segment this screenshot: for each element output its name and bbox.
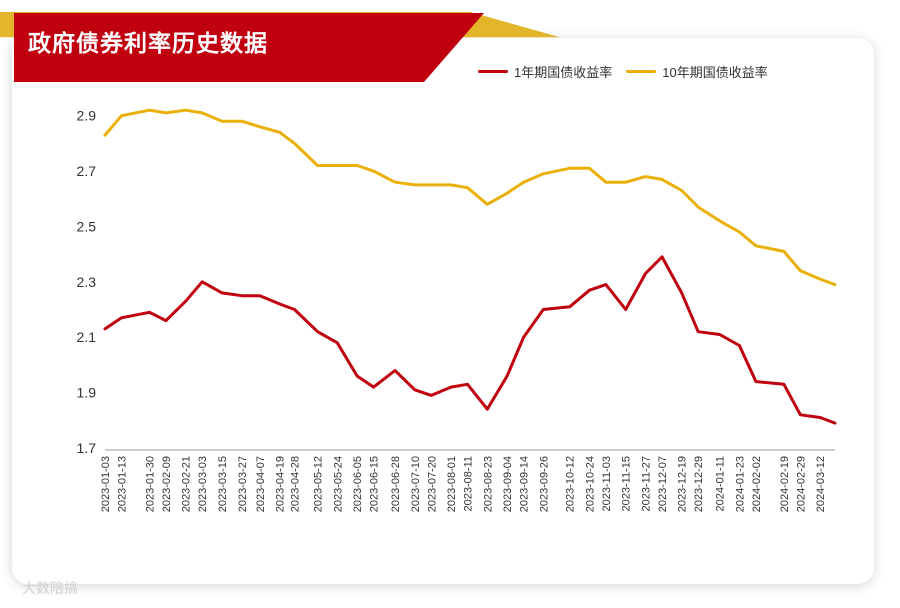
x-tick-label-12: 2023-05-24 [332,456,344,512]
x-tick-label-17: 2023-07-20 [426,456,438,512]
chart-title: 政府债券利率历史数据 [28,30,268,56]
x-tick-label-33: 2024-01-23 [734,456,746,512]
y-tick-label-4: 2.5 [77,218,97,234]
legend-label-1y: 1年期国债收益率 [514,65,613,80]
x-tick-label-21: 2023-09-04 [502,456,514,512]
x-tick-label-11: 2023-05-12 [313,456,325,512]
x-tick-label-1: 2023-01-13 [116,456,128,512]
x-tick-label-26: 2023-11-03 [601,456,613,511]
x-tick-label-8: 2023-04-07 [255,456,267,512]
x-tick-label-3: 2023-02-09 [161,456,173,512]
series-line-10y [103,108,837,287]
x-tick-label-34: 2024-02-02 [751,456,763,512]
x-tick-label-20: 2023-08-23 [482,456,494,512]
x-tick-label-0: 2023-01-03 [100,456,112,512]
x-tick-label-28: 2023-11-27 [640,456,652,511]
y-tick-label-2: 2.1 [77,329,97,345]
x-tick-label-24: 2023-10-12 [565,456,577,512]
x-tick-label-10: 2023-04-28 [290,456,302,512]
legend-item-10y: 10年期国债收益率 [626,62,768,81]
y-tick-label-6: 2.9 [77,108,97,124]
x-tick-label-14: 2023-06-15 [369,456,381,512]
x-tick-label-19: 2023-08-11 [463,456,475,511]
legend: 1年期国债收益率 10年期国债收益率 [478,62,768,81]
x-tick-label-4: 2023-02-21 [181,456,193,512]
watermark: 大数陪搞 [22,580,78,596]
legend-label-10y: 10年期国债收益率 [662,65,768,80]
x-tick-label-18: 2023-08-01 [446,456,458,512]
x-tick-label-2: 2023-01-30 [144,456,156,512]
x-tick-label-32: 2024-01-11 [715,456,727,511]
x-tick-label-22: 2023-09-14 [519,456,531,512]
series-line-1y [103,255,837,425]
x-tick-label-35: 2024-02-19 [779,456,791,512]
x-tick-label-23: 2023-09-26 [538,456,550,512]
legend-swatch-1y [478,70,508,73]
title-banner [14,13,484,82]
x-tick-label-29: 2023-12-07 [657,456,669,512]
x-tick-label-16: 2023-07-10 [410,456,422,512]
x-tick-label-27: 2023-11-15 [621,456,633,511]
y-tick-label-1: 1.9 [77,385,97,401]
x-tick-label-6: 2023-03-15 [217,456,229,512]
x-tick-label-9: 2023-04-19 [275,456,287,512]
y-tick-label-5: 2.7 [77,163,97,179]
x-tick-label-37: 2024-03-12 [815,456,827,512]
y-tick-label-3: 2.3 [77,274,97,290]
x-tick-label-13: 2023-06-05 [352,456,364,512]
x-tick-label-30: 2023-12-19 [677,456,689,512]
legend-item-1y: 1年期国债收益率 [478,62,612,81]
x-tick-label-7: 2023-03-27 [237,456,249,512]
x-tick-label-5: 2023-03-03 [197,456,209,512]
x-tick-label-31: 2023-12-29 [693,456,705,512]
y-tick-label-0: 1.7 [77,440,97,456]
chart-card [12,38,874,584]
x-tick-label-36: 2024-02-29 [795,456,807,512]
x-tick-label-25: 2023-10-24 [584,456,596,512]
x-tick-label-15: 2023-06-28 [390,456,402,512]
legend-swatch-10y [626,70,657,73]
